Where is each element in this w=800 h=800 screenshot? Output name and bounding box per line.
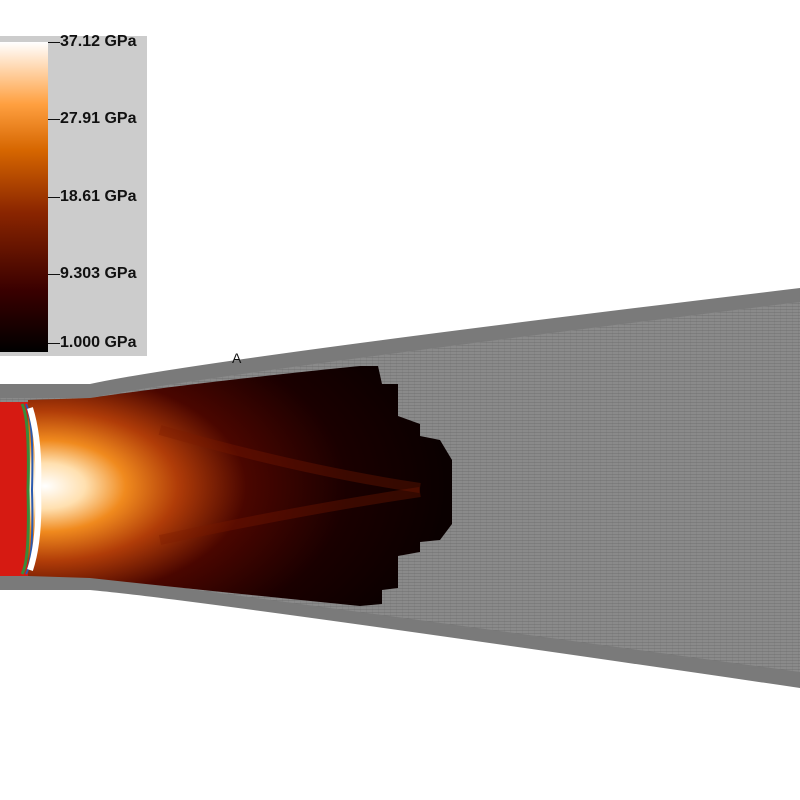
colorbar-label-max: 37.12 GPa — [60, 33, 137, 50]
colorbar-label-min: 1.000 GPa — [60, 334, 137, 351]
colorbar-tick — [48, 274, 60, 275]
colorbar-label-3: 18.61 GPa — [60, 188, 137, 205]
colorbar-tick — [48, 343, 60, 344]
colorbar-tick — [48, 197, 60, 198]
colorbar-tick — [48, 42, 60, 43]
point-label-a: A — [232, 350, 242, 366]
colorbar-label-2: 27.91 GPa — [60, 110, 137, 127]
projectile-region — [0, 402, 28, 576]
colorbar — [0, 42, 48, 352]
colorbar-label-4: 9.303 GPa — [60, 265, 137, 282]
pressure-field — [28, 366, 452, 606]
colorbar-tick — [48, 119, 60, 120]
